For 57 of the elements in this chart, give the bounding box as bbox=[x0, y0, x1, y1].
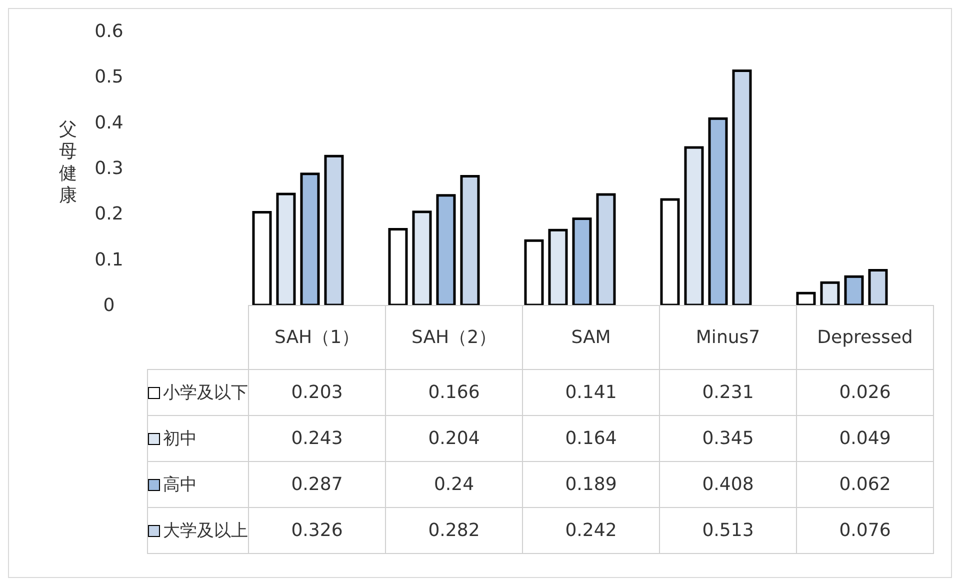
legend-label: 小学及以下 bbox=[162, 383, 248, 403]
bar bbox=[572, 217, 592, 305]
data-label: 0.076 bbox=[796, 508, 934, 554]
y-tick-label: 0.4 bbox=[94, 112, 124, 134]
data-label: 0.231 bbox=[660, 370, 796, 416]
y-tick-label: 0.2 bbox=[94, 204, 124, 225]
bar bbox=[460, 174, 480, 305]
y-tick-label: 0.5 bbox=[94, 66, 124, 88]
bar bbox=[436, 194, 456, 305]
y-axis-title: 父母健康 bbox=[59, 119, 77, 207]
bar bbox=[796, 292, 816, 305]
bar bbox=[844, 275, 864, 305]
data-label: 0.282 bbox=[386, 508, 522, 554]
data-label: 0.203 bbox=[248, 370, 386, 416]
data-label: 0.345 bbox=[660, 416, 796, 462]
bar bbox=[708, 117, 728, 305]
x-tick-label: Minus7 bbox=[660, 306, 796, 370]
data-label: 0.408 bbox=[660, 462, 796, 508]
data-label: 0.026 bbox=[796, 370, 934, 416]
bar bbox=[684, 146, 704, 305]
bar bbox=[324, 154, 344, 305]
data-label: 0.24 bbox=[386, 462, 522, 508]
data-label: 0.242 bbox=[522, 508, 660, 554]
y-tick-label: 0.3 bbox=[94, 158, 124, 179]
bar bbox=[820, 281, 840, 305]
y-tick-label: 0.6 bbox=[94, 21, 124, 42]
bar bbox=[660, 198, 680, 305]
data-label: 0.164 bbox=[522, 416, 660, 462]
bar bbox=[732, 69, 752, 305]
data-label: 0.513 bbox=[660, 508, 796, 554]
bar bbox=[868, 269, 888, 305]
bar bbox=[524, 239, 544, 305]
bar bbox=[412, 210, 432, 305]
legend-label: 初中 bbox=[162, 429, 197, 449]
data-label: 0.166 bbox=[386, 370, 522, 416]
bar bbox=[300, 172, 320, 305]
data-label: 0.326 bbox=[248, 508, 386, 554]
x-tick-label: SAH（2） bbox=[386, 306, 522, 370]
y-tick-label: 0.1 bbox=[94, 249, 124, 270]
bar bbox=[276, 192, 296, 305]
data-label: 0.189 bbox=[522, 462, 660, 508]
data-label: 0.287 bbox=[248, 462, 386, 508]
bar bbox=[596, 193, 616, 305]
y-tick-label: 0 bbox=[103, 295, 115, 316]
legend-label: 大学及以上 bbox=[162, 521, 248, 541]
bar bbox=[548, 228, 568, 305]
x-tick-label: SAM bbox=[522, 306, 660, 370]
data-label: 0.141 bbox=[522, 370, 660, 416]
x-tick-label: Depressed bbox=[796, 306, 934, 370]
data-label: 0.062 bbox=[796, 462, 934, 508]
bar bbox=[388, 228, 408, 305]
x-tick-label: SAH（1） bbox=[248, 306, 386, 370]
data-label: 0.204 bbox=[386, 416, 522, 462]
data-label: 0.049 bbox=[796, 416, 934, 462]
legend-label: 高中 bbox=[162, 475, 197, 495]
bar bbox=[252, 211, 272, 305]
data-label: 0.243 bbox=[248, 416, 386, 462]
